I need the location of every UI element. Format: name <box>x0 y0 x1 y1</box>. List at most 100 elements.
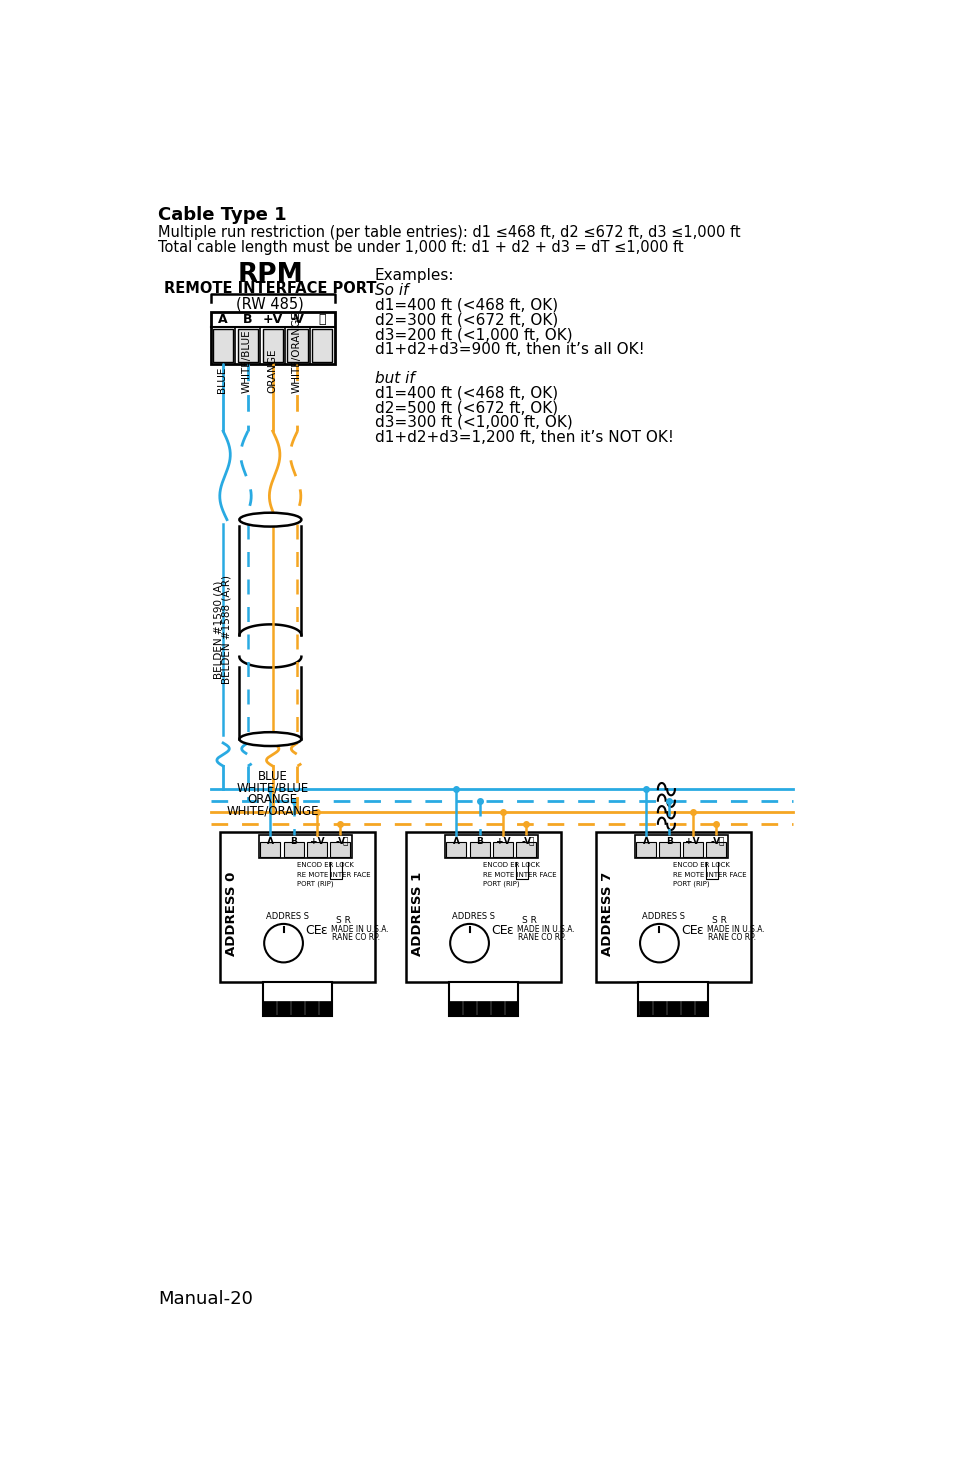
Text: -V: -V <box>335 836 345 847</box>
Text: MADE IN U.S.A.: MADE IN U.S.A. <box>517 925 574 935</box>
Bar <box>448 982 517 1016</box>
Bar <box>213 329 233 361</box>
Text: B: B <box>665 836 672 847</box>
Text: B: B <box>476 836 482 847</box>
Text: ADDRESS 7: ADDRESS 7 <box>600 872 614 956</box>
Text: RANE CO RP.: RANE CO RP. <box>517 934 566 943</box>
Text: d3=300 ft (<1,000 ft, OK): d3=300 ft (<1,000 ft, OK) <box>375 414 572 429</box>
Text: d3=200 ft (<1,000 ft, OK): d3=200 ft (<1,000 ft, OK) <box>375 327 572 342</box>
Text: ⏚: ⏚ <box>318 313 326 326</box>
Bar <box>491 1002 503 1016</box>
Text: RANE CO RP.: RANE CO RP. <box>707 934 756 943</box>
Bar <box>406 832 560 982</box>
Text: S R: S R <box>711 916 726 925</box>
Text: ADDRES S: ADDRES S <box>266 913 309 922</box>
Text: RE MOTE INTER FACE: RE MOTE INTER FACE <box>483 872 557 878</box>
Ellipse shape <box>239 732 301 746</box>
Bar <box>476 1002 489 1016</box>
Bar <box>220 832 375 982</box>
Text: ε: ε <box>320 923 327 937</box>
Text: MADE IN U.S.A.: MADE IN U.S.A. <box>331 925 388 935</box>
Text: ENCOD ER LOCK: ENCOD ER LOCK <box>483 863 539 869</box>
Bar <box>319 1002 332 1016</box>
Text: d1+d2+d3=900 ft, then it’s all OK!: d1+d2+d3=900 ft, then it’s all OK! <box>375 342 644 357</box>
Text: ADDRES S: ADDRES S <box>452 913 495 922</box>
Text: ⏚: ⏚ <box>342 836 348 847</box>
Text: BELDEN #1590 (A): BELDEN #1590 (A) <box>213 580 223 679</box>
Text: ε: ε <box>696 923 702 937</box>
Text: -V: -V <box>710 836 720 847</box>
Bar <box>330 842 350 857</box>
Text: S R: S R <box>335 916 351 925</box>
Text: Multiple run restriction (per table entries): d1 ≤468 ft, d2 ≤672 ft, d3 ≤1,000 : Multiple run restriction (per table entr… <box>158 224 740 240</box>
Text: B: B <box>290 836 296 847</box>
Bar <box>516 842 536 857</box>
Text: (RW 485): (RW 485) <box>236 296 304 311</box>
Bar <box>493 842 513 857</box>
Text: CE: CE <box>491 923 507 937</box>
Text: B: B <box>243 313 253 326</box>
Text: MADE IN U.S.A.: MADE IN U.S.A. <box>706 925 763 935</box>
Text: but if: but if <box>375 372 415 386</box>
Text: RE MOTE INTER FACE: RE MOTE INTER FACE <box>673 872 746 878</box>
Text: d1+d2+d3=1,200 ft, then it’s NOT OK!: d1+d2+d3=1,200 ft, then it’s NOT OK! <box>375 429 673 444</box>
Bar <box>305 1002 317 1016</box>
Text: +V: +V <box>495 836 510 847</box>
Text: So if: So if <box>375 283 408 298</box>
Text: +V: +V <box>262 313 282 326</box>
Bar <box>262 329 282 361</box>
Text: WHITE/ORANGE: WHITE/ORANGE <box>226 805 318 817</box>
Text: CE: CE <box>680 923 697 937</box>
Bar <box>639 1002 651 1016</box>
Text: ⏚: ⏚ <box>718 836 723 847</box>
Text: PORT (RIP): PORT (RIP) <box>483 881 519 886</box>
Text: d2=500 ft (<672 ft, OK): d2=500 ft (<672 ft, OK) <box>375 400 558 416</box>
Text: ORANGE: ORANGE <box>267 348 276 392</box>
Bar <box>505 1002 517 1016</box>
Text: A: A <box>453 836 459 847</box>
Text: ADDRESS 0: ADDRESS 0 <box>225 872 238 956</box>
Bar <box>307 842 327 857</box>
Bar <box>596 832 750 982</box>
Text: d1=400 ft (<468 ft, OK): d1=400 ft (<468 ft, OK) <box>375 298 558 313</box>
Text: ⏚: ⏚ <box>528 836 534 847</box>
Bar <box>636 842 656 857</box>
Text: Manual-20: Manual-20 <box>158 1289 253 1308</box>
Text: ADDRESS 1: ADDRESS 1 <box>411 872 424 956</box>
Bar <box>680 1002 693 1016</box>
Text: ORANGE: ORANGE <box>248 794 297 807</box>
Text: S R: S R <box>521 916 537 925</box>
Bar <box>287 329 307 361</box>
Text: Total cable length must be under 1,000 ft: d1 + d2 + d3 = dT ≤1,000 ft: Total cable length must be under 1,000 f… <box>158 240 683 255</box>
Text: d1=400 ft (<468 ft, OK): d1=400 ft (<468 ft, OK) <box>375 385 558 401</box>
Text: WHITE/ORANGE: WHITE/ORANGE <box>292 311 301 392</box>
Text: A: A <box>642 836 649 847</box>
Bar <box>277 1002 290 1016</box>
Text: RANE CO RP.: RANE CO RP. <box>332 934 380 943</box>
Text: ENCOD ER LOCK: ENCOD ER LOCK <box>297 863 354 869</box>
Bar <box>638 982 707 1016</box>
Text: BLUE: BLUE <box>257 770 288 783</box>
Bar <box>263 1002 275 1016</box>
Text: RPM: RPM <box>237 261 303 288</box>
Bar <box>258 835 352 858</box>
Text: A: A <box>267 836 274 847</box>
Text: ε: ε <box>506 923 513 937</box>
Bar <box>237 329 257 361</box>
Ellipse shape <box>239 513 301 527</box>
Bar <box>682 842 702 857</box>
Text: d2=300 ft (<672 ft, OK): d2=300 ft (<672 ft, OK) <box>375 313 558 327</box>
Bar <box>260 842 280 857</box>
Text: RE MOTE INTER FACE: RE MOTE INTER FACE <box>297 872 371 878</box>
Text: A: A <box>218 313 228 326</box>
Bar <box>705 842 725 857</box>
Text: ADDRES S: ADDRES S <box>641 913 684 922</box>
Bar <box>634 835 727 858</box>
Text: BLUE: BLUE <box>217 366 227 392</box>
Text: BELDEN #1588 (A,R): BELDEN #1588 (A,R) <box>221 575 231 684</box>
Bar <box>653 1002 665 1016</box>
Text: PORT (RIP): PORT (RIP) <box>673 881 709 886</box>
Text: ENCOD ER LOCK: ENCOD ER LOCK <box>673 863 729 869</box>
Bar <box>449 1002 461 1016</box>
Text: CE: CE <box>305 923 321 937</box>
